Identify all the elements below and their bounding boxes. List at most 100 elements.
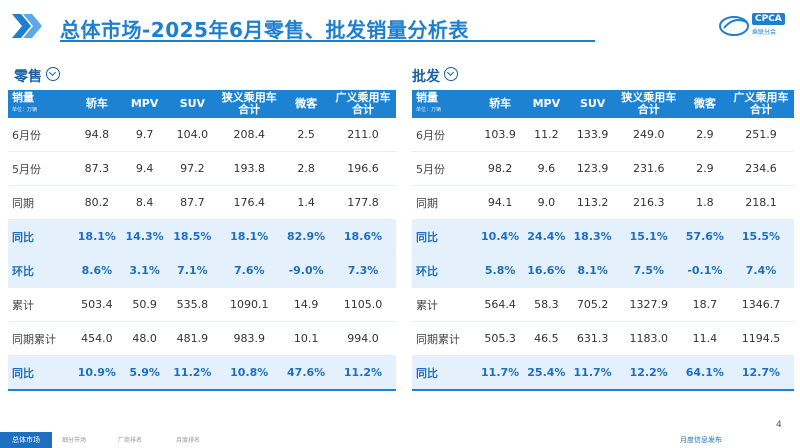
- header-col: 狭义乘用车合计: [615, 90, 682, 118]
- header-unit-label: 单位：万辆: [12, 107, 38, 113]
- table-header-row: 销量 单位：万辆 轿车 MPV SUV 狭义乘用车合计 微客 广义乘用车合计: [412, 90, 794, 118]
- table-cell: 104.0: [168, 118, 217, 152]
- table-cell: 9.6: [523, 151, 570, 186]
- table-cell: 11.2%: [330, 355, 396, 391]
- page-title: 总体市场-2025年6月零售、批发销量分析表: [60, 18, 469, 42]
- table-cell: 3.1%: [120, 253, 169, 288]
- table-cell: 11.2: [523, 118, 570, 152]
- table-cell: 133.9: [569, 118, 616, 152]
- table-row: 累计 564.4 58.3 705.2 1327.9 18.7 1346.7: [412, 287, 794, 322]
- table-cell: 18.1%: [73, 219, 121, 254]
- table-cell: 177.8: [330, 185, 396, 220]
- table-cell: 5.8%: [477, 253, 524, 288]
- row-label: 6月份: [8, 118, 73, 152]
- table-cell: 994.0: [330, 321, 396, 356]
- table-cell: 8.1%: [569, 253, 616, 288]
- footer-tab[interactable]: 厂商排名: [118, 437, 143, 444]
- table-cell: 15.5%: [728, 219, 794, 254]
- table-cell: 18.1%: [216, 219, 283, 254]
- footer-tab[interactable]: 月度排名: [176, 437, 201, 444]
- row-label: 同比: [412, 355, 477, 391]
- table-row: 同期累计 505.3 46.5 631.3 1183.0 11.4 1194.5: [412, 321, 794, 356]
- table-row: 6月份 103.9 11.2 133.9 249.0 2.9 251.9: [412, 118, 794, 152]
- table-cell: 1194.5: [728, 321, 794, 356]
- row-label: 5月份: [412, 151, 477, 186]
- table-cell: 2.5: [282, 118, 330, 152]
- table-cell: 2.9: [681, 151, 728, 186]
- table-cell: 10.4%: [477, 219, 524, 254]
- table-row: 同比 10.4% 24.4% 18.3% 15.1% 57.6% 15.5%: [412, 219, 794, 254]
- arrow-down-circle-icon: [46, 67, 60, 81]
- header-col: MPV: [120, 90, 169, 118]
- table-cell: 7.6%: [216, 253, 283, 288]
- table-cell: 48.0: [120, 321, 169, 356]
- table-cell: 57.6%: [681, 219, 728, 254]
- table-cell: 12.7%: [728, 355, 794, 391]
- table-cell: 208.4: [216, 118, 283, 152]
- table-cell: 103.9: [477, 118, 524, 152]
- table-cell: 80.2: [73, 185, 121, 220]
- table-row: 同期累计 454.0 48.0 481.9 983.9 10.1 994.0: [8, 321, 396, 356]
- header-unit-label: 单位：万辆: [416, 107, 442, 113]
- table-cell: 50.9: [120, 287, 169, 322]
- table-cell: 2.8: [282, 151, 330, 186]
- table-cell: 11.7%: [569, 355, 616, 391]
- header-col: 轿车: [477, 90, 524, 118]
- table-cell: 10.8%: [216, 355, 283, 391]
- table-cell: 1090.1: [216, 287, 283, 322]
- table-cell: 18.6%: [330, 219, 396, 254]
- table-cell: 176.4: [216, 185, 283, 220]
- table-cell: 25.4%: [523, 355, 570, 391]
- footer-tab-active[interactable]: 总体市场: [0, 432, 52, 448]
- retail-label: 零售: [14, 69, 42, 85]
- table-cell: 1105.0: [330, 287, 396, 322]
- table-row: 同比 18.1% 14.3% 18.5% 18.1% 82.9% 18.6%: [8, 219, 396, 254]
- table-cell: 1.8: [681, 185, 728, 220]
- table-cell: 705.2: [569, 287, 616, 322]
- table-cell: 216.3: [615, 185, 682, 220]
- row-label: 累计: [8, 287, 73, 322]
- table-cell: 5.9%: [120, 355, 169, 391]
- table-cell: 2.9: [681, 118, 728, 152]
- row-label: 同比: [8, 355, 73, 391]
- header-col: 广义乘用车合计: [330, 90, 396, 118]
- table-cell: 249.0: [615, 118, 682, 152]
- table-cell: 11.2%: [168, 355, 217, 391]
- table-cell: 1.4: [282, 185, 330, 220]
- table-row: 同比 10.9% 5.9% 11.2% 10.8% 47.6% 11.2%: [8, 355, 396, 391]
- table-cell: 113.2: [569, 185, 616, 220]
- table-cell: 14.9: [282, 287, 330, 322]
- table-cell: 505.3: [477, 321, 524, 356]
- table-cell: 7.1%: [168, 253, 217, 288]
- header-first: 销量 单位：万辆: [8, 90, 73, 118]
- header-col: 狭义乘用车合计: [216, 90, 283, 118]
- row-label: 同期: [8, 185, 73, 220]
- footer-tab[interactable]: 细分市场: [62, 437, 87, 444]
- table-cell: 7.3%: [330, 253, 396, 288]
- table-cell: 97.2: [168, 151, 217, 186]
- table-cell: 18.3%: [569, 219, 616, 254]
- table-cell: 87.7: [168, 185, 217, 220]
- table-cell: -0.1%: [681, 253, 728, 288]
- table-header-row: 销量 单位：万辆 轿车 MPV SUV 狭义乘用车合计 微客 广义乘用车合计: [8, 90, 396, 118]
- header-col: 广义乘用车合计: [728, 90, 794, 118]
- table-cell: 7.5%: [615, 253, 682, 288]
- title-bar: 总体市场-2025年6月零售、批发销量分析表 CPCA 乘联分会: [0, 0, 800, 52]
- table-row: 5月份 98.2 9.6 123.9 231.6 2.9 234.6: [412, 151, 794, 186]
- table-cell: 9.4: [120, 151, 169, 186]
- table-cell: 9.7: [120, 118, 169, 152]
- table-cell: 87.3: [73, 151, 121, 186]
- table-cell: 193.8: [216, 151, 283, 186]
- table-cell: 15.1%: [615, 219, 682, 254]
- table-cell: 1327.9: [615, 287, 682, 322]
- row-label: 同期累计: [412, 321, 477, 356]
- header-col: 轿车: [73, 90, 121, 118]
- table-cell: 1346.7: [728, 287, 794, 322]
- table-cell: 16.6%: [523, 253, 570, 288]
- table-row: 5月份 87.3 9.4 97.2 193.8 2.8 196.6: [8, 151, 396, 186]
- table-cell: 82.9%: [282, 219, 330, 254]
- table-cell: 24.4%: [523, 219, 570, 254]
- table-cell: 481.9: [168, 321, 217, 356]
- row-label: 同比: [8, 219, 73, 254]
- table-cell: 251.9: [728, 118, 794, 152]
